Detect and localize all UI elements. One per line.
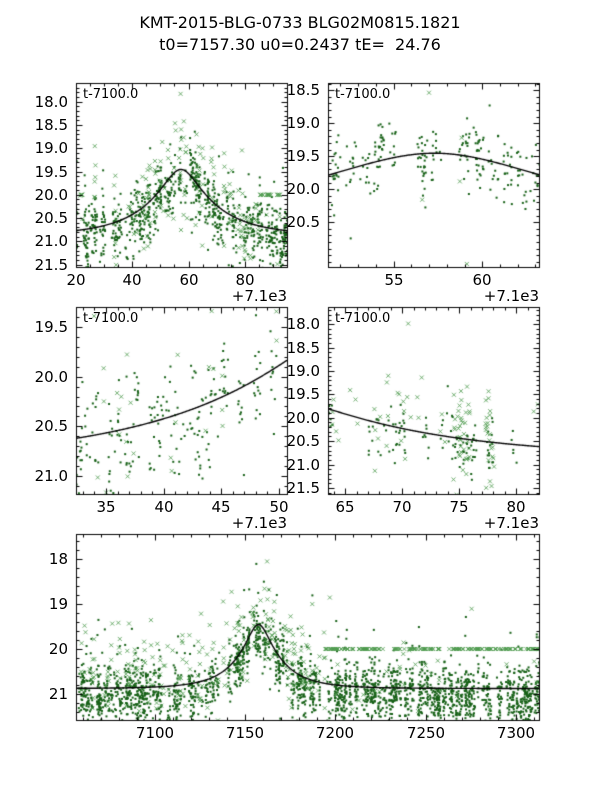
x-tick-label: 7150 [225,724,265,742]
y-tick-label: 21.5 [286,479,320,497]
x-tick-label: 80 [506,498,526,516]
x-tick-label: 7200 [315,724,355,742]
y-tick-label: 20.5 [34,417,68,435]
y-tick-label: 21.0 [34,467,68,485]
y-tick-label: 21 [48,685,68,703]
y-tick-label: 19.0 [286,362,320,380]
y-tick-label: 21.5 [34,256,68,274]
y-tick-label: 20.0 [286,409,320,427]
x-tick-label: 40 [122,271,142,289]
y-tick-label: 20.0 [34,186,68,204]
x-tick-label: 20 [66,271,86,289]
y-tick-label: 18.5 [286,339,320,357]
panel-annotation: t-7100.0 [335,87,391,102]
y-tick-label: 19.0 [34,139,68,157]
panel-annotation: t-7100.0 [335,311,391,326]
y-tick-label: 20.5 [34,209,68,227]
x-tick-label: 7250 [406,724,446,742]
panel-annotation: t-7100.0 [83,87,139,102]
x-tick-label: 7300 [496,724,536,742]
y-tick-label: 20 [48,640,68,658]
x-tick-label: 60 [472,271,492,289]
y-tick-label: 19 [48,595,68,613]
y-tick-label: 18.5 [34,116,68,134]
y-tick-label: 18.0 [34,93,68,111]
x-tick-label: 35 [96,498,116,516]
x-tick-label: 65 [335,498,355,516]
y-tick-label: 20.0 [286,180,320,198]
panel-annotation: t-7100.0 [83,311,139,326]
y-tick-label: 19.0 [286,114,320,132]
x-tick-label: 60 [179,271,199,289]
x-axis-offset-label: +7.1e3 [231,514,287,532]
x-axis-offset-label: +7.1e3 [483,287,539,305]
y-tick-label: 21.0 [286,456,320,474]
x-tick-label: 7100 [135,724,175,742]
x-tick-label: 50 [269,498,289,516]
y-tick-label: 19.5 [286,147,320,165]
y-tick-label: 20.5 [286,213,320,231]
y-tick-label: 19.5 [34,163,68,181]
x-tick-label: 40 [154,498,174,516]
x-axis-offset-label: +7.1e3 [483,514,539,532]
y-tick-label: 20.0 [34,368,68,386]
x-tick-label: 55 [384,271,404,289]
y-tick-label: 21.0 [34,232,68,250]
y-tick-label: 19.5 [34,318,68,336]
x-axis-offset-label: +7.1e3 [231,287,287,305]
y-tick-label: 20.5 [286,432,320,450]
x-tick-label: 80 [235,271,255,289]
y-tick-label: 18.0 [286,315,320,333]
y-tick-label: 18 [48,550,68,568]
y-tick-label: 18.5 [286,81,320,99]
y-tick-label: 19.5 [286,385,320,403]
x-tick-label: 75 [449,498,469,516]
x-tick-label: 45 [211,498,231,516]
x-tick-label: 70 [392,498,412,516]
